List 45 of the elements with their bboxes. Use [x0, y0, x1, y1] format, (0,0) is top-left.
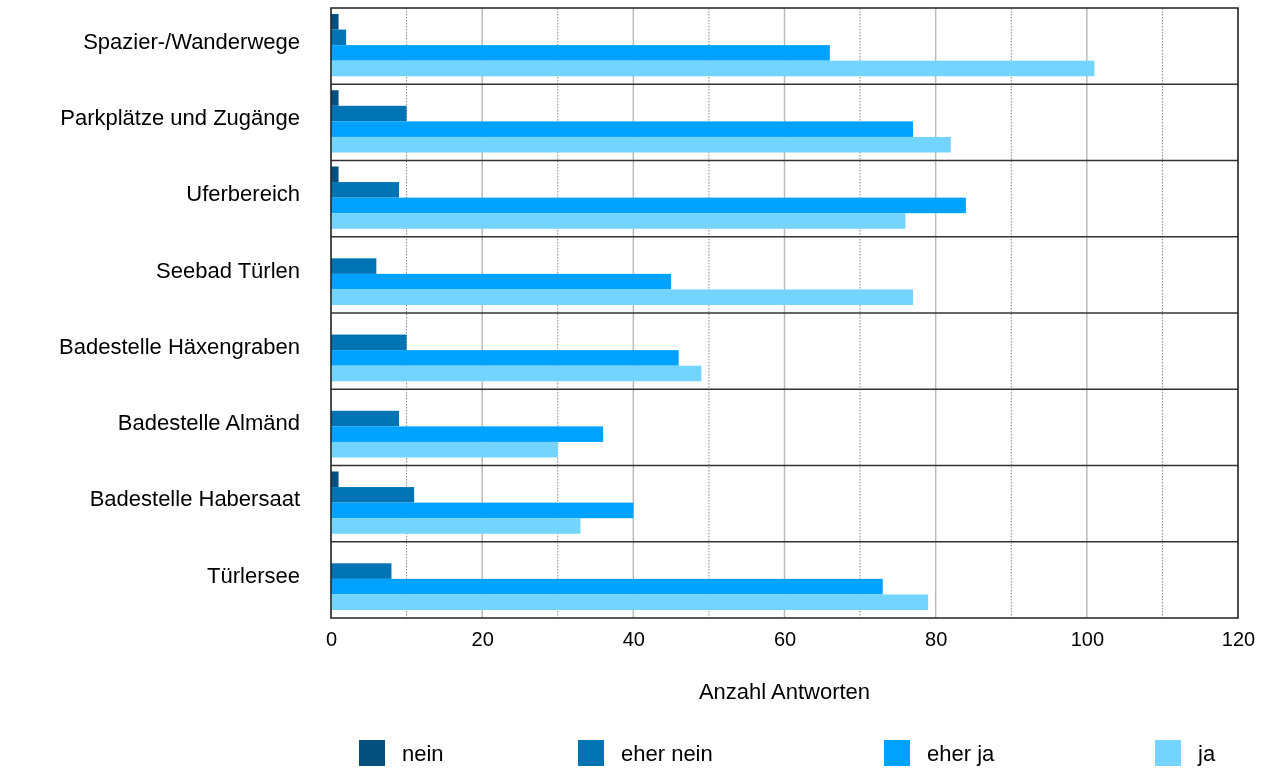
y-tick-label: Parkplätze und Zugänge — [60, 105, 300, 131]
legend-label: nein — [402, 740, 444, 766]
bar — [331, 121, 913, 137]
bar — [331, 136, 951, 153]
bar — [331, 578, 883, 595]
bar — [331, 273, 672, 290]
bar — [331, 60, 1095, 77]
x-tick-label: 60 — [773, 628, 797, 651]
bar — [331, 410, 400, 427]
bar — [331, 289, 913, 305]
x-tick-label: 20 — [471, 628, 494, 651]
bar — [331, 365, 702, 382]
bar — [331, 90, 339, 106]
bar — [331, 350, 679, 366]
legend-label: ja — [1197, 740, 1216, 766]
bar — [331, 14, 339, 30]
bar — [331, 258, 377, 274]
x-axis-title: Anzahl Antworten — [698, 679, 871, 704]
bar — [331, 426, 604, 442]
bar — [331, 563, 392, 579]
x-tick-label: 80 — [925, 628, 948, 651]
bar — [331, 45, 830, 61]
bar — [331, 197, 966, 214]
x-tick-label: 100 — [1070, 628, 1105, 651]
x-tick-label: 0 — [325, 628, 338, 651]
legend-label: eher nein — [621, 740, 713, 766]
y-tick-label: Spazier-/Wanderwege — [83, 28, 300, 54]
bar — [331, 487, 415, 503]
y-tick-label: Türlersee — [207, 562, 300, 588]
bar — [331, 334, 407, 351]
bar — [331, 105, 407, 122]
bar — [331, 182, 400, 198]
bar — [331, 441, 558, 458]
bar — [331, 502, 634, 519]
x-tick-label: 40 — [622, 628, 645, 651]
y-tick-label: Seebad Türlen — [156, 257, 300, 283]
y-tick-label: Uferbereich — [186, 181, 300, 207]
legend-label: eher ja — [927, 740, 996, 766]
y-tick-label: Badestelle Habersaat — [89, 486, 300, 512]
bar — [331, 594, 929, 610]
y-tick-label: Badestelle Häxengraben — [59, 333, 300, 359]
bar — [331, 518, 581, 534]
bar — [331, 213, 906, 229]
x-tick-label: 120 — [1221, 628, 1256, 651]
y-tick-label: Badestelle Almänd — [117, 410, 300, 436]
